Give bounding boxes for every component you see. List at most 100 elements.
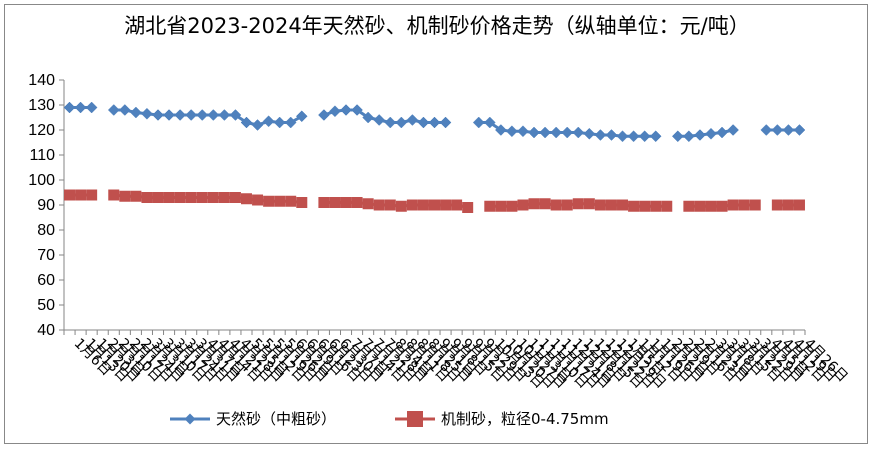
legend-label: 机制砂，粒径0-4.75mm [441,410,609,428]
data-point [550,126,563,139]
data-point [539,126,551,139]
legend-marker [184,413,196,425]
data-point [495,124,507,136]
data-point [240,116,253,129]
data-point [340,197,352,208]
data-point [75,189,87,201]
data-point [329,105,341,118]
data-point [395,116,408,129]
data-point [229,192,241,203]
data-point [517,199,529,211]
data-point [727,199,739,211]
data-point [583,198,595,210]
chart-title: 湖北省2023-2024年天然砂、机制砂价格走势（纵轴单位：元/吨） [124,14,750,38]
data-point [661,200,673,212]
data-point [782,199,794,211]
data-point [329,197,341,208]
data-point [429,199,440,211]
data-point [295,110,308,123]
data-point [174,109,186,121]
data-point [738,199,750,211]
legend-item-1: 天然砂（中粗砂） [170,410,336,428]
data-point [296,197,308,208]
series-1 [63,101,806,143]
data-point [362,111,374,124]
data-point [229,109,242,121]
data-point [262,115,275,128]
data-point [362,198,374,210]
legend-label: 天然砂（中粗砂） [216,410,336,428]
data-point [240,193,252,205]
data-point [771,199,783,211]
data-point [782,124,795,136]
data-point [617,199,629,211]
data-point [594,129,607,141]
data-point [561,199,573,211]
data-point [694,129,706,141]
data-point [417,199,429,211]
data-point [108,189,120,201]
data-point [605,129,618,141]
data-point [616,130,629,143]
data-point [671,130,684,143]
data-point [318,197,330,208]
data-point [163,192,175,203]
data-point [152,109,164,121]
data-point [274,195,286,207]
legend-item-2: 机制砂，粒径0-4.75mm [395,410,609,428]
chart-frame [4,4,868,444]
data-point [406,199,418,211]
data-point [716,200,728,212]
data-point [628,200,640,212]
data-point [130,106,142,119]
data-point [384,199,396,211]
y-tick-label: 70 [37,247,55,264]
data-point [340,104,352,116]
data-point [74,101,87,114]
data-point [417,116,430,129]
data-point [495,200,507,212]
data-point [594,199,606,211]
data-point [218,192,230,203]
data-point [440,199,452,211]
data-point [793,199,805,211]
data-point [716,126,728,139]
data-point [85,101,98,114]
data-point [141,107,153,120]
data-point [64,189,76,201]
data-point [793,124,806,136]
data-point [649,130,662,143]
legend: 天然砂（中粗砂） 机制砂，粒径0-4.75mm [170,410,609,428]
x-axis: 1月6日1月13日1月20日2月3日2月10日2月17日2月24日3月3日3月1… [63,329,851,392]
data-point [506,125,518,138]
data-point [639,200,651,212]
data-point [86,189,98,201]
data-point [472,116,485,129]
data-point [760,124,773,136]
data-point [605,199,617,211]
data-point [771,124,784,136]
series-line [113,108,303,127]
data-point [163,109,175,121]
data-point [528,198,540,210]
data-point [583,127,596,140]
data-point [185,109,198,121]
data-point [107,104,120,116]
y-tick-label: 40 [37,322,55,339]
data-point [539,198,551,210]
data-point [130,190,142,202]
data-point [484,200,496,212]
data-point [373,114,386,126]
legend-marker [407,411,423,427]
data-point [196,109,209,121]
data-point [185,192,197,203]
data-point [683,130,695,143]
data-point [572,126,585,139]
y-tick-label: 110 [29,147,55,164]
data-point [207,109,220,121]
data-point [384,116,397,129]
data-point [638,130,651,143]
data-point [627,130,640,143]
series-layer [63,101,806,213]
